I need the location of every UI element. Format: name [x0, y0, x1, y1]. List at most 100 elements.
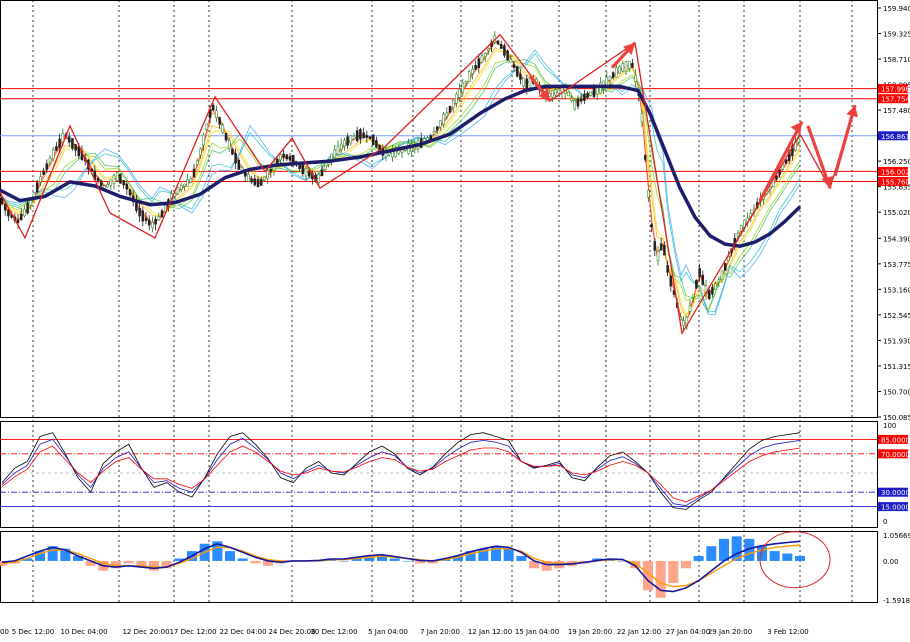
candle-body — [631, 62, 634, 68]
candle-body — [698, 268, 701, 278]
candle-body — [333, 149, 337, 158]
macd-histogram-bar — [47, 546, 58, 561]
x-tick-label-15: 3 Feb 12:00 — [767, 628, 808, 636]
candle-body — [471, 68, 474, 74]
macd-histogram-bar — [351, 558, 362, 561]
x-tick-label-1: 10 Dec 04:00 — [60, 628, 107, 636]
candle-body — [275, 158, 279, 165]
candle-body — [650, 224, 653, 227]
stoch-level-label-2: 30.0000 — [881, 489, 910, 497]
candle-body — [781, 164, 785, 170]
candle-body — [307, 171, 311, 177]
candle-body — [141, 210, 145, 222]
x-tick-label-12: 22 Jan 12:00 — [617, 628, 661, 636]
stoch-series-line-1 — [1, 437, 801, 507]
ma-ribbon-line-7 — [0, 49, 801, 316]
stoch-level-label-0: 85.0000 — [881, 436, 910, 444]
candle-body — [442, 114, 445, 125]
candle-body — [669, 275, 673, 287]
candle-body — [16, 219, 20, 223]
candle-body — [362, 132, 365, 139]
candle-body — [109, 179, 113, 186]
price-tag-label-3: 156.002 — [881, 168, 910, 176]
panel-frame-1 — [0, 0, 878, 418]
x-tick-label-14: 29 Jan 20:00 — [708, 628, 752, 636]
candle-body — [605, 77, 609, 86]
candle-body — [461, 82, 465, 93]
price-tag-label-1: 157.754 — [881, 96, 910, 104]
candle-body — [263, 176, 266, 181]
x-tick-label-7: 5 Jan 04:00 — [368, 628, 408, 636]
macd-histogram-bar — [149, 560, 159, 571]
macd-histogram-bar — [681, 560, 691, 569]
candle-body — [519, 73, 522, 80]
candle-body — [29, 200, 33, 206]
x-tick-label-4: 22 Dec 04:00 — [219, 628, 266, 636]
candle-body — [509, 59, 513, 63]
candle-body — [231, 148, 234, 155]
stoch-level-tag-3 — [878, 502, 908, 512]
candle-body — [355, 130, 359, 142]
candle-body — [551, 90, 554, 98]
candle-body — [483, 53, 487, 57]
candle-body — [365, 135, 369, 138]
candle-body — [589, 91, 593, 96]
candle-body — [394, 146, 397, 157]
candle-body — [343, 140, 346, 147]
candle-body — [77, 146, 81, 157]
candle-body — [711, 287, 714, 295]
x-tick-label-13: 27 Jan 04:00 — [666, 628, 710, 636]
price-tick-label-12: 151.930 — [883, 337, 910, 345]
candle-body — [503, 45, 506, 56]
macd-histogram-bar — [769, 551, 780, 561]
candle-body — [227, 140, 231, 149]
macd-histogram-bar — [35, 551, 45, 561]
candle-body — [714, 283, 717, 290]
candle-body — [563, 83, 567, 94]
candle-body — [211, 104, 215, 111]
candle-body — [435, 126, 439, 131]
macd-macd-line — [1, 540, 801, 593]
macd-histogram-bar — [453, 556, 463, 561]
candle-body — [736, 232, 740, 237]
stoch-level-tag-0 — [878, 434, 908, 444]
candle-body — [99, 180, 103, 187]
candle-body — [195, 160, 199, 165]
macd-histogram-bar — [22, 558, 33, 561]
candle-body — [797, 138, 801, 143]
price-tick-label-15: 150.085 — [883, 414, 910, 422]
candle-body — [199, 148, 202, 156]
candle-body — [615, 67, 618, 78]
ma-ribbon-line-2 — [0, 47, 801, 319]
candle-body — [3, 203, 7, 211]
candle-body — [583, 93, 586, 101]
price-tag-label-4: 155.760 — [881, 178, 910, 186]
candle-body — [611, 72, 615, 78]
candle-body — [371, 134, 375, 146]
price-tick-label-0: 159.940 — [883, 5, 910, 13]
macd-histogram-bar — [364, 556, 375, 561]
candle-body — [138, 207, 141, 217]
candle-body — [163, 205, 167, 212]
macd-histogram-bar — [415, 560, 425, 564]
price-tick-label-11: 152.545 — [883, 312, 910, 320]
candle-body — [147, 219, 151, 226]
candle-body — [323, 164, 327, 170]
macd-histogram-bar — [516, 556, 527, 561]
stoch-series-line-2 — [1, 445, 801, 503]
candle-body — [183, 183, 186, 187]
candle-body — [647, 189, 650, 198]
x-tick-edge-label: 00 — [0, 628, 9, 636]
candle-body — [151, 221, 154, 229]
candle-body — [701, 274, 705, 285]
candle-body — [554, 89, 557, 96]
macd-histogram-bar — [237, 558, 248, 561]
candle-body — [586, 93, 589, 98]
macd-histogram-bar — [731, 536, 742, 561]
candle-body — [67, 136, 71, 143]
x-tick-label-6: 30 Dec 12:00 — [310, 628, 357, 636]
candle-body — [567, 92, 570, 97]
macd-histogram-bar — [377, 556, 387, 561]
candle-body — [515, 66, 519, 77]
price-tag-label-2: 156.861 — [881, 133, 910, 141]
